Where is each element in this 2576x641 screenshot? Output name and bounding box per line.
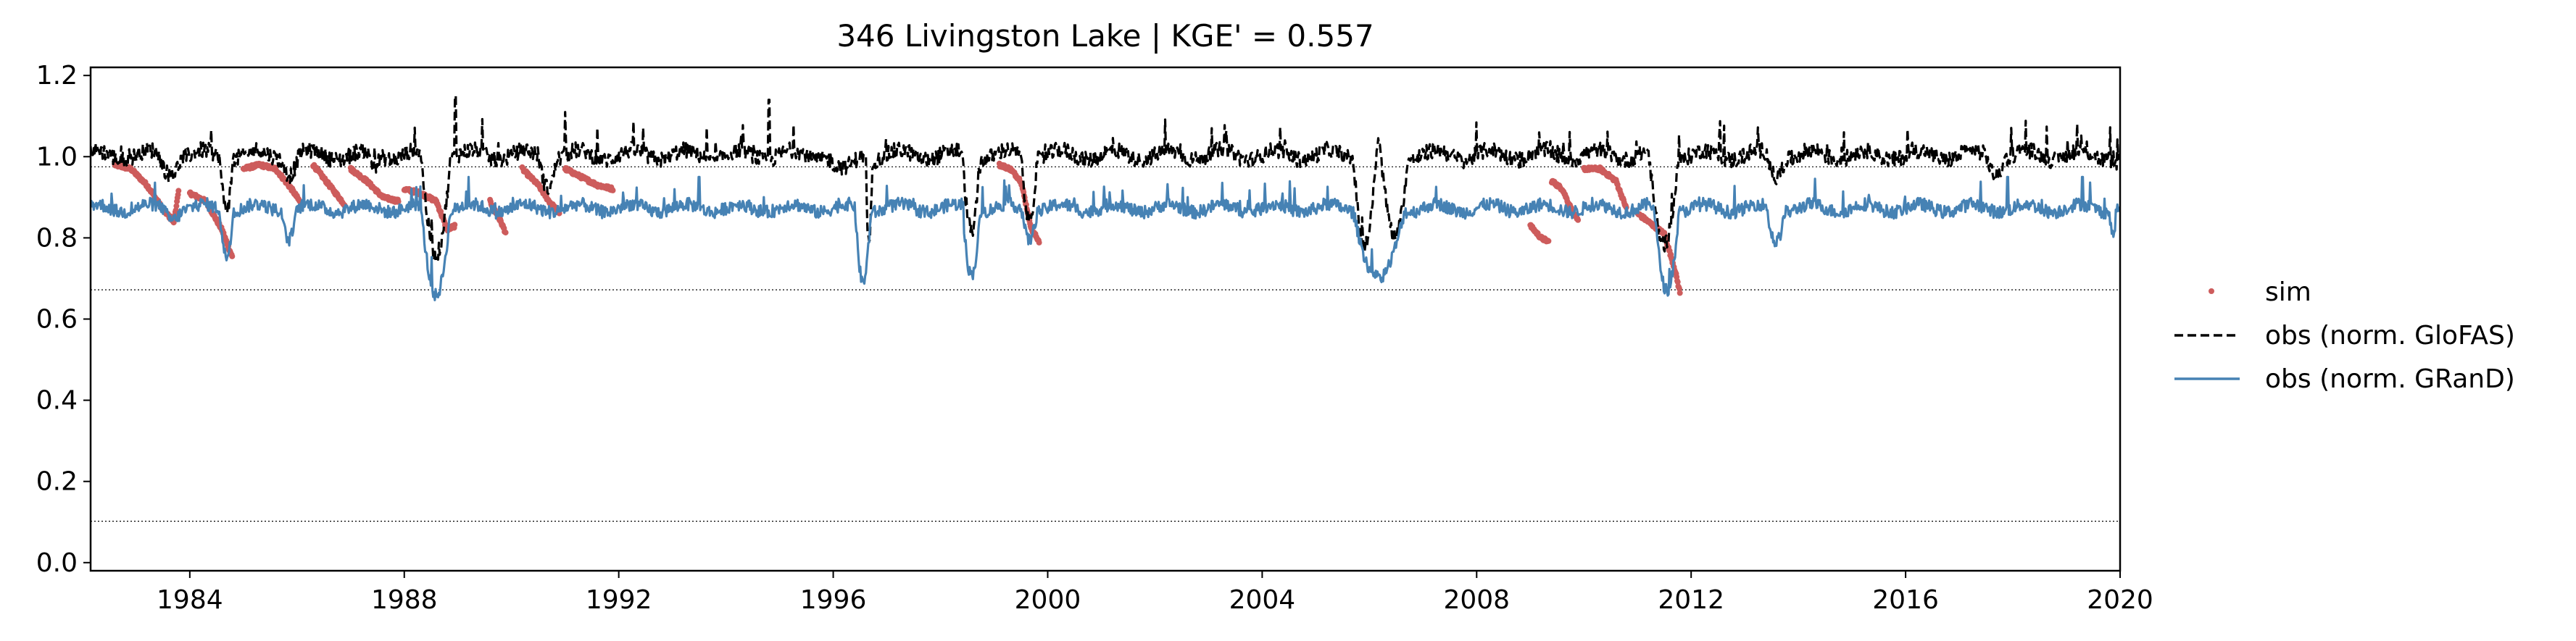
y-tick-label: 0.0: [36, 548, 78, 578]
legend-glofas-label: obs (norm. GloFAS): [2265, 321, 2515, 351]
y-tick-label: 1.0: [36, 142, 78, 172]
y-tick-label: 0.4: [36, 386, 78, 416]
x-tick-label: 2008: [1443, 585, 1510, 615]
x-tick-label: 1984: [157, 585, 223, 615]
x-tick-label: 2000: [1015, 585, 1081, 615]
x-tick-label: 2020: [2087, 585, 2153, 615]
series-layer: [91, 94, 2120, 301]
sim-point: [229, 253, 236, 259]
series-line-2: [91, 175, 2120, 301]
x-tick-label: 1992: [586, 585, 652, 615]
reference-lines: [91, 166, 2120, 522]
y-tick-label: 1.2: [36, 61, 78, 91]
x-axis: 1984 1988 1992 1996 2000 2004 2008 2012 2016 2020: [157, 571, 2153, 615]
y-tick-label: 0.6: [36, 305, 78, 335]
plot-frame: [89, 66, 2122, 572]
legend-sim-label: sim: [2265, 277, 2311, 307]
sim-point: [1677, 290, 1683, 296]
sim-point: [1575, 217, 1582, 223]
sim-point: [502, 230, 509, 236]
sim-point: [1545, 238, 1552, 244]
sim-point: [610, 187, 616, 193]
sim-point: [1036, 239, 1042, 246]
legend-grand-label: obs (norm. GRanD): [2265, 364, 2515, 394]
y-tick-label: 0.2: [36, 467, 78, 497]
legend: sim obs (norm. GloFAS) obs (norm. GRanD): [2174, 277, 2515, 394]
sim-point: [452, 222, 458, 228]
x-tick-label: 2016: [1872, 585, 1939, 615]
sim-point: [395, 198, 402, 205]
x-tick-label: 2004: [1229, 585, 1296, 615]
x-tick-label: 1988: [371, 585, 438, 615]
x-tick-label: 2012: [1658, 585, 1724, 615]
sim-point: [175, 188, 182, 194]
y-tick-label: 0.8: [36, 223, 78, 253]
legend-sim-marker: [2209, 288, 2214, 294]
x-tick-label: 1996: [800, 585, 867, 615]
chart-title: 346 Livingston Lake | KGE' = 0.557: [836, 18, 1374, 54]
sim-points: [112, 160, 1683, 296]
y-axis: 0.0 0.2 0.4 0.6 0.8 1.0 1.2: [36, 61, 91, 578]
sim-point: [173, 203, 180, 209]
